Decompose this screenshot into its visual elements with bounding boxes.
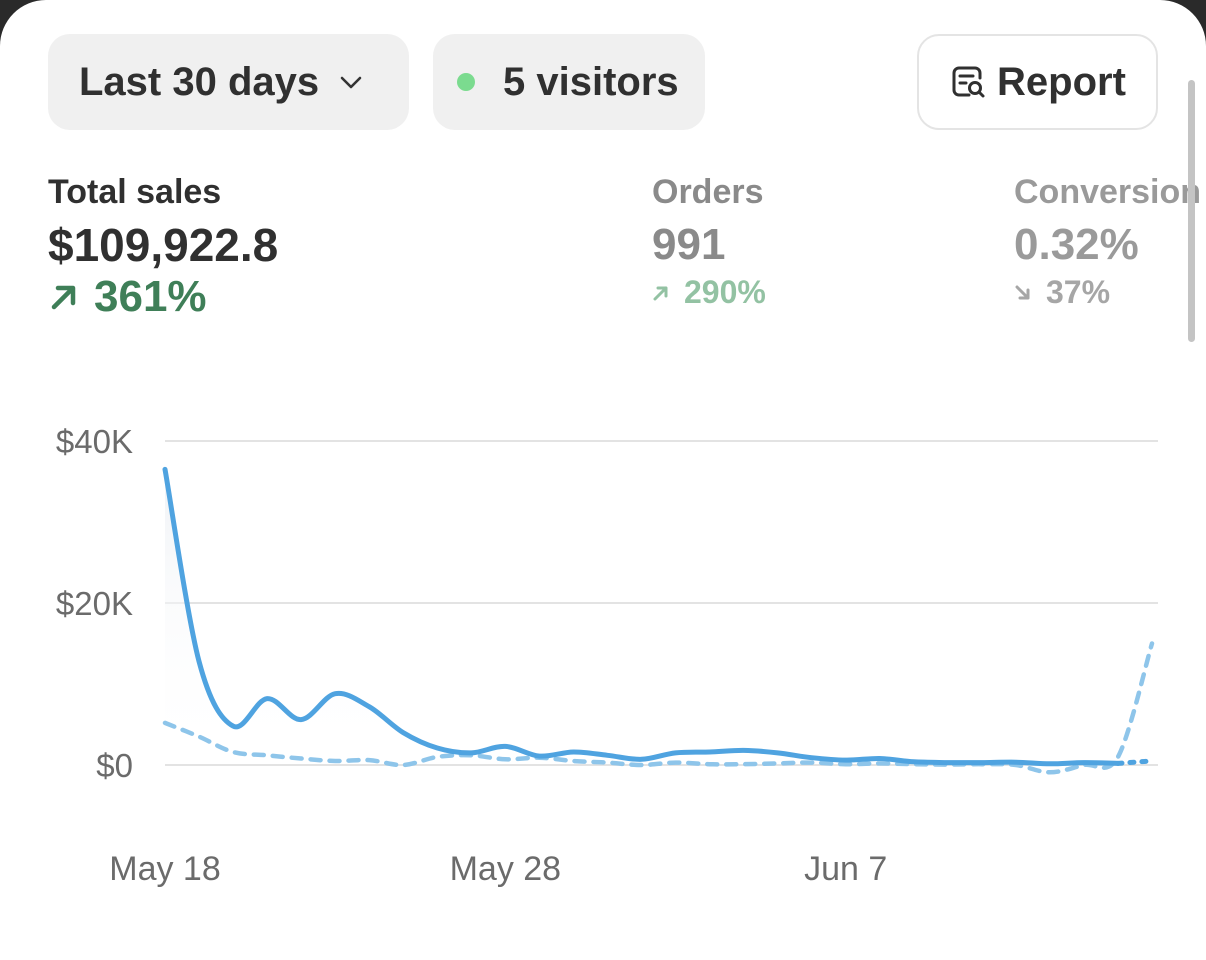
conversion-change: 37% <box>1014 274 1201 311</box>
total-sales-change: 361% <box>48 272 278 322</box>
chevron-down-icon <box>337 68 365 96</box>
date-range-label: Last 30 days <box>79 59 320 104</box>
x-tick-label: May 18 <box>109 850 221 888</box>
conversion-change-value: 37% <box>1046 274 1111 310</box>
live-visitors-button[interactable]: 5 visitors <box>433 34 705 130</box>
vertical-scrollbar[interactable] <box>1188 80 1195 342</box>
sales-area <box>165 469 1152 765</box>
report-button[interactable]: Report <box>917 34 1158 130</box>
arrow-up-right-icon <box>653 286 668 300</box>
date-range-dropdown[interactable]: Last 30 days <box>48 34 409 130</box>
sales-series-line <box>162 466 1121 767</box>
x-tick-label: Jun 7 <box>804 850 887 888</box>
orders-metric[interactable]: Orders 991 290% <box>652 170 766 311</box>
x-tick-label: May 28 <box>450 850 562 888</box>
sales-series-partial-segment <box>1115 758 1155 766</box>
arrow-down-right-icon <box>1015 285 1030 299</box>
visitors-label: 5 visitors <box>503 59 679 104</box>
total-sales-change-value: 361% <box>94 272 207 321</box>
total-sales-label: Total sales <box>48 173 222 211</box>
y-tick-label: $40K <box>56 423 133 460</box>
orders-label: Orders <box>652 173 764 211</box>
total-sales-metric[interactable]: Total sales $109,922.8 361% <box>48 170 278 322</box>
report-label: Report <box>997 59 1126 104</box>
orders-change-value: 290% <box>684 274 766 310</box>
conversion-metric[interactable]: Conversion 0.32% 37% <box>1014 170 1201 311</box>
arrow-up-right-icon <box>51 285 76 310</box>
conversion-label: Conversion <box>1014 173 1202 211</box>
orders-change: 290% <box>652 274 766 311</box>
orders-value: 991 <box>652 220 726 269</box>
total-sales-value: $109,922.8 <box>48 219 279 271</box>
live-dot-icon <box>457 73 475 91</box>
y-tick-label: $20K <box>56 585 133 622</box>
conversion-value: 0.32% <box>1014 220 1139 269</box>
y-tick-label: $0 <box>96 747 133 784</box>
report-search-icon <box>949 63 987 101</box>
